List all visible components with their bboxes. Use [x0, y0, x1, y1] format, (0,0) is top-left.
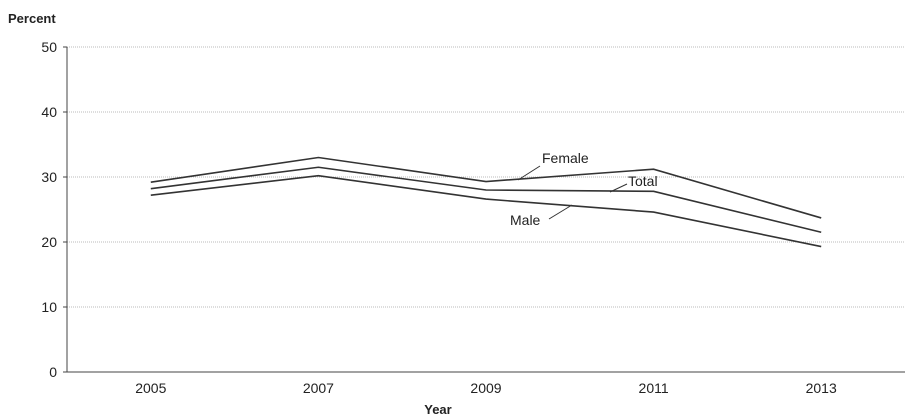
x-tick-label: 2007 [303, 380, 334, 396]
y-tick-label: 40 [41, 104, 57, 120]
series-label-female: Female [542, 150, 589, 166]
x-tick-label: 2011 [639, 380, 669, 396]
y-tick-label: 20 [41, 234, 57, 250]
x-axis-title: Year [424, 402, 451, 417]
leader-line-male [548, 204, 573, 220]
y-tick-label: 30 [41, 169, 57, 185]
series-label-male: Male [510, 212, 541, 228]
series-line-female [150, 156, 822, 219]
y-tick-label: 10 [41, 299, 57, 315]
y-axis-title: Percent [8, 11, 56, 26]
series-lines [150, 156, 822, 248]
series-line-male [150, 174, 822, 248]
axes [63, 46, 905, 373]
y-tick-label: 0 [49, 364, 57, 380]
x-tick-label: 2009 [470, 380, 501, 396]
x-tick-label: 2005 [135, 380, 166, 396]
series-labels: Female Total Male [510, 150, 658, 228]
series-line-total [150, 166, 822, 234]
leader-line-total [609, 183, 628, 193]
series-label-total: Total [628, 173, 658, 189]
grid-lines [67, 46, 905, 308]
x-tick-labels: 2005 2007 2009 2011 2013 [135, 380, 837, 396]
x-tick-label: 2013 [806, 380, 837, 396]
y-tick-labels: 0 10 20 30 40 50 [41, 39, 57, 380]
y-tick-label: 50 [41, 39, 57, 55]
leader-line-female [517, 165, 541, 181]
